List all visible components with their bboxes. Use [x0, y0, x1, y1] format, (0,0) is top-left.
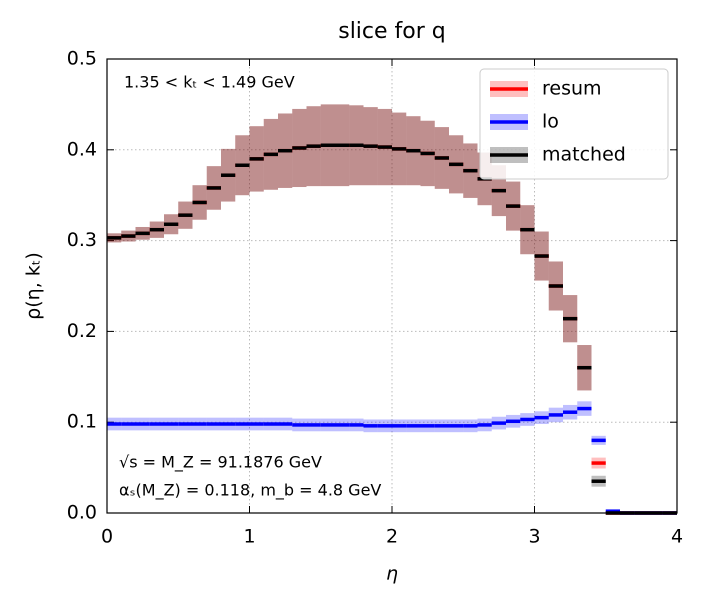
x-tick-label: 4 — [671, 526, 683, 548]
annotation: αₛ(M_Z) = 0.118, m_b = 4.8 GeV — [119, 481, 381, 501]
legend-label: matched — [542, 144, 626, 166]
legend: resum lo matched — [479, 68, 669, 180]
y-tick-label: 0.5 — [67, 48, 97, 70]
y-tick-label: 0.0 — [67, 502, 97, 524]
x-tick-label: 3 — [528, 526, 540, 548]
y-tick-label: 0.2 — [67, 320, 97, 342]
legend-label: lo — [542, 111, 559, 133]
chart-title: slice for q — [338, 19, 446, 44]
legend-label: resum — [542, 78, 602, 100]
x-tick-label: 2 — [386, 526, 398, 548]
x-tick-label: 0 — [101, 526, 113, 548]
y-tick-label: 0.1 — [67, 411, 97, 433]
y-tick-label: 0.4 — [67, 138, 97, 160]
legend-box — [479, 68, 669, 180]
y-axis-label: ρ(η, kₜ) — [23, 252, 45, 320]
x-axis-label: η — [386, 563, 398, 585]
y-tick-label: 0.3 — [67, 229, 97, 251]
x-tick-label: 1 — [243, 526, 255, 548]
annotation: √s = M_Z = 91.1876 GeV — [119, 453, 322, 473]
annotation: 1.35 < kₜ < 1.49 GeV — [124, 73, 295, 92]
plot-frame — [106, 58, 678, 514]
